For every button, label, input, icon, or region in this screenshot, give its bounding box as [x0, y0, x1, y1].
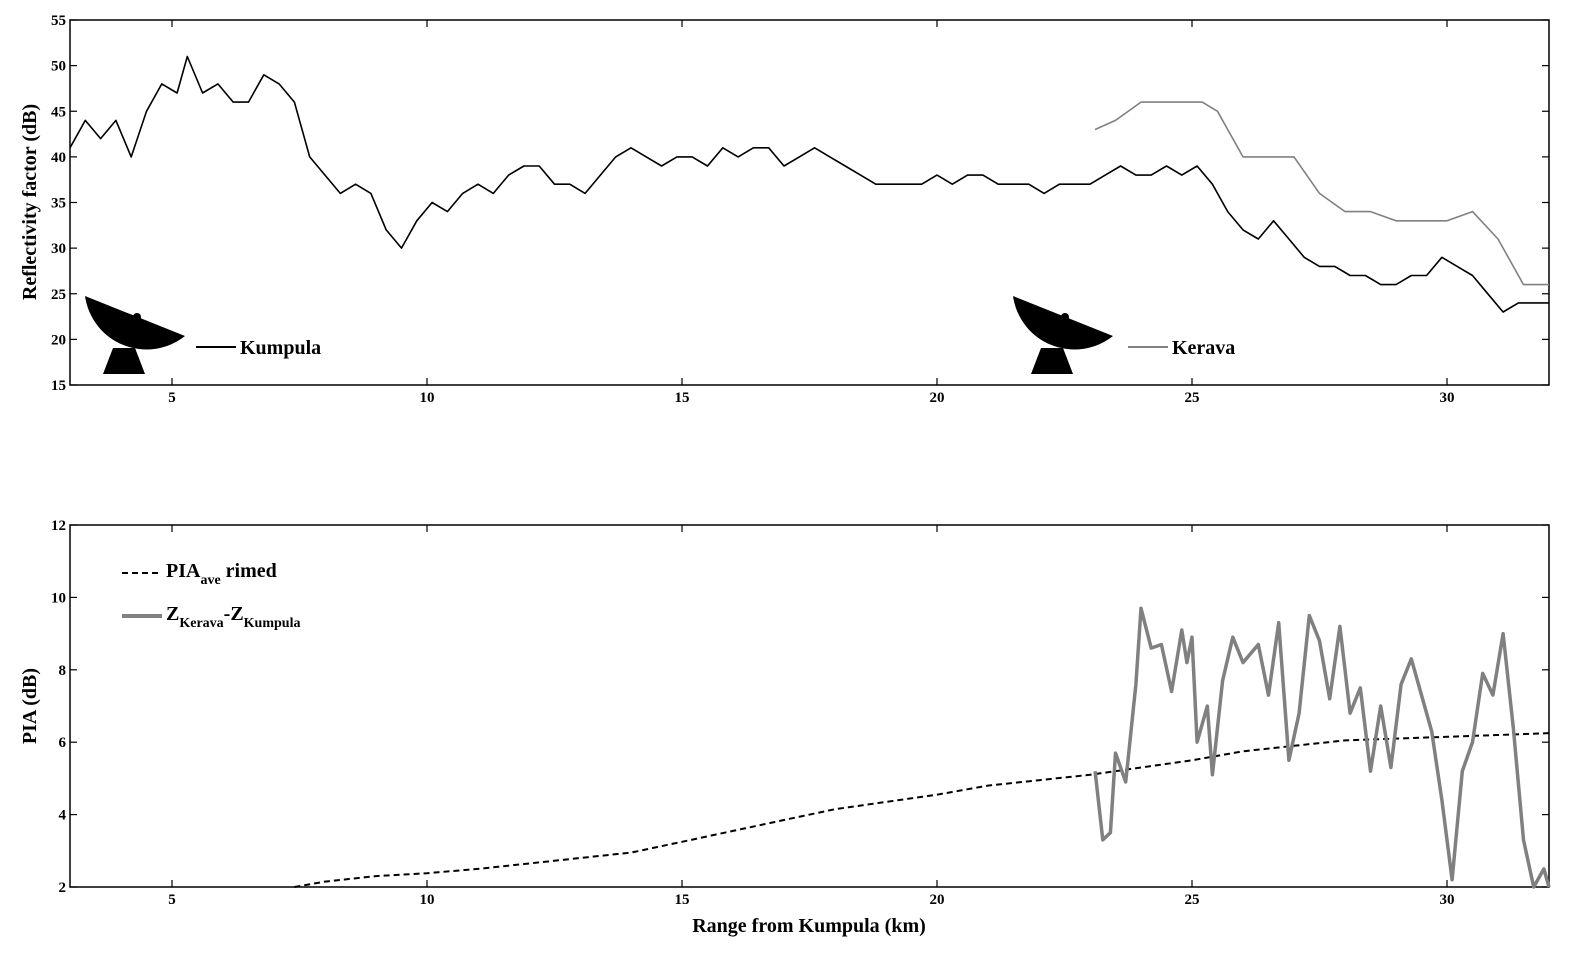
y-tick-label: 2 — [59, 880, 67, 896]
series-line-2 — [1093, 606, 1551, 889]
y-tick-label: 50 — [51, 59, 66, 75]
y-tick-label: 6 — [59, 735, 67, 751]
x-tick-label: 15 — [675, 892, 690, 908]
x-tick-label: 5 — [168, 892, 176, 908]
plot-area-frame — [69, 19, 1550, 386]
plot-area-frame — [69, 524, 1550, 888]
legend: PIAave rimed ZKerava-ZKumpula — [122, 560, 300, 631]
x-tick-label: 10 — [420, 390, 435, 406]
x-tick-label: 30 — [1440, 892, 1455, 908]
y-tick-label: 40 — [51, 150, 66, 166]
y-ticks: 15 20 25 30 35 40 45 50 55 — [51, 13, 1549, 394]
y-axis-label: PIA (dB) — [19, 668, 41, 744]
x-tick-label: 20 — [930, 390, 945, 406]
pia-panel: 5 10 15 20 25 30 2 4 6 8 10 12 PIA (dB) Range from… — [19, 518, 1551, 937]
x-tick-label: 25 — [1185, 892, 1200, 908]
series-layer — [294, 606, 1551, 889]
x-tick-label: 5 — [168, 390, 176, 406]
y-tick-label: 8 — [59, 663, 67, 679]
series-line-2 — [1094, 101, 1549, 286]
radar-dish-icon — [1013, 296, 1113, 374]
x-tick-label: 25 — [1185, 390, 1200, 406]
x-tick-label: 20 — [930, 892, 945, 908]
y-tick-label: 30 — [51, 241, 66, 257]
x-tick-label: 10 — [420, 892, 435, 908]
y-tick-label: 10 — [51, 590, 66, 606]
reflectivity-panel: 5 10 15 20 25 30 15 20 25 30 35 40 45 50 55 Reflectiv… — [19, 13, 1550, 406]
y-tick-label: 4 — [59, 808, 67, 824]
y-tick-label: 12 — [51, 518, 66, 534]
y-tick-label: 20 — [51, 332, 66, 348]
x-ticks: 5 10 15 20 25 30 — [168, 20, 1455, 406]
y-tick-label: 45 — [51, 104, 66, 120]
x-tick-label: 15 — [675, 390, 690, 406]
x-axis-label: Range from Kumpula (km) — [692, 915, 926, 937]
x-ticks: 5 10 15 20 25 30 — [168, 525, 1455, 908]
series-line-1 — [69, 55, 1549, 313]
y-tick-label: 15 — [51, 378, 66, 394]
y-tick-label: 35 — [51, 196, 66, 212]
radar-dish-icon — [85, 296, 185, 374]
series-layer — [69, 55, 1549, 313]
y-axis-label: Reflectivity factor (dB) — [19, 104, 41, 300]
legend-label-kerava: Kerava — [1172, 337, 1235, 359]
series-line-1 — [294, 732, 1550, 888]
legend-label-difference: ZKerava-ZKumpula — [166, 603, 300, 631]
y-tick-label: 55 — [51, 13, 66, 29]
legend-label-kumpula: Kumpula — [240, 337, 321, 359]
x-tick-label: 30 — [1440, 390, 1455, 406]
legend-label-pia: PIAave rimed — [166, 560, 277, 588]
y-tick-label: 25 — [51, 287, 66, 303]
